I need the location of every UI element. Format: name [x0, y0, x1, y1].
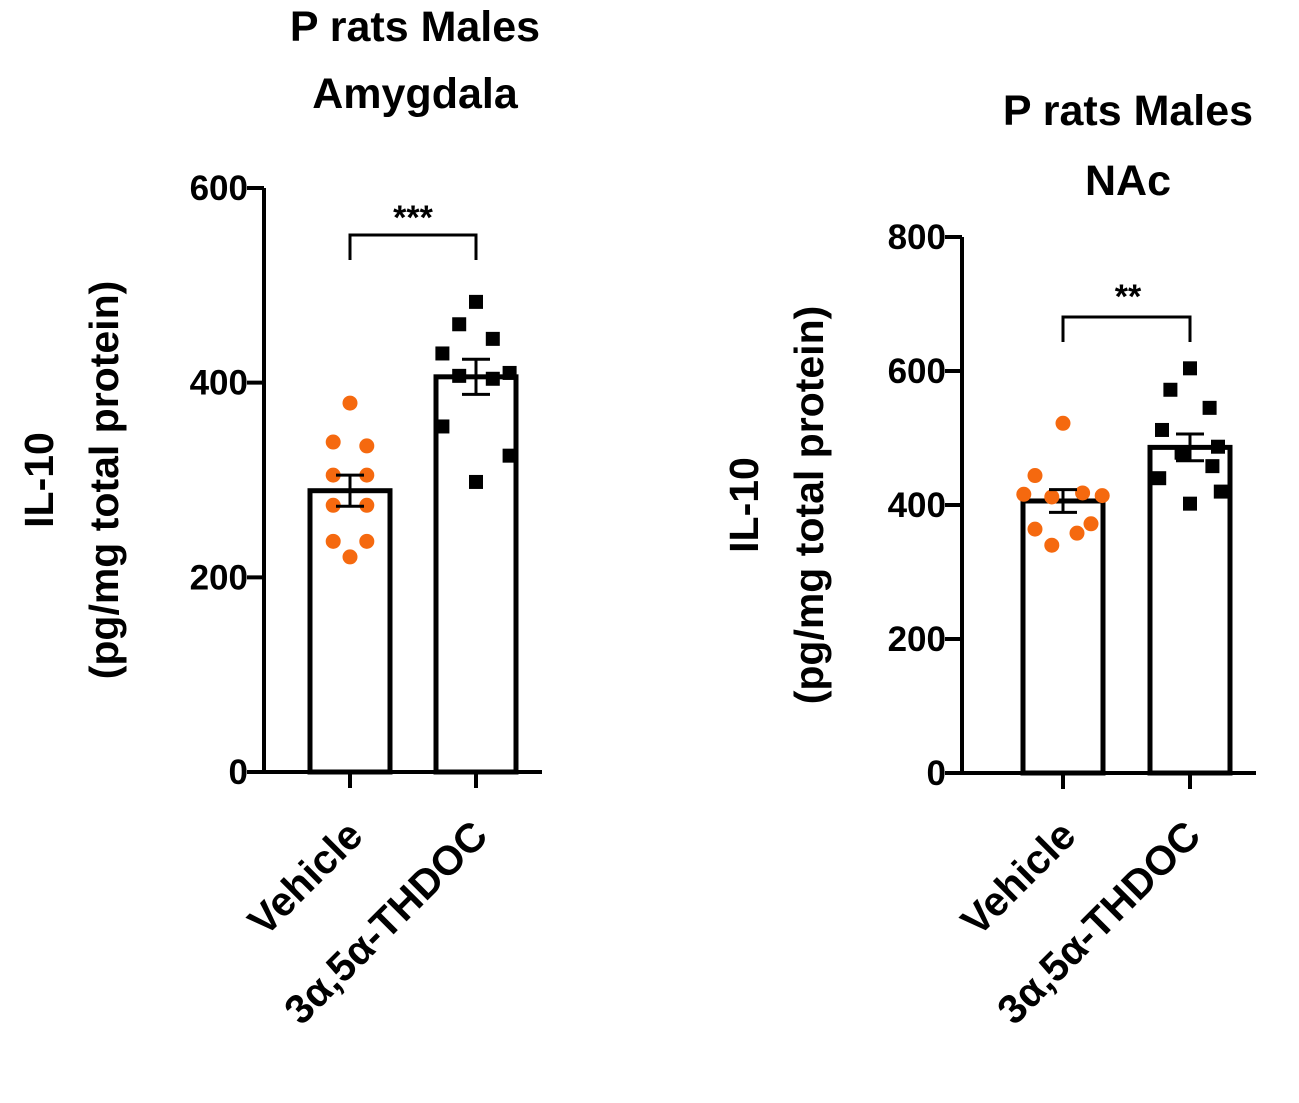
- y-tick-label: 200: [190, 558, 248, 597]
- data-point: [1205, 459, 1220, 474]
- significance-bracket: [348, 233, 478, 260]
- data-point: [1083, 516, 1099, 532]
- data-point: [502, 365, 517, 380]
- chart-panel-nac: P rats Males NAc IL-10 (pg/mg total prot…: [721, 87, 1256, 1033]
- data-point: [435, 419, 450, 434]
- data-point: [1044, 537, 1060, 553]
- chart-title-line-2: Amygdala: [312, 70, 519, 118]
- data-point: [1027, 521, 1043, 537]
- data-point: [325, 467, 341, 483]
- data-point: [1183, 361, 1197, 376]
- data-point: [1075, 485, 1091, 501]
- data-point: [469, 474, 483, 489]
- y-tick-label: 800: [888, 218, 946, 257]
- data-point: [359, 533, 375, 549]
- data-point: [1069, 525, 1085, 541]
- data-point: [1174, 445, 1189, 460]
- significance-stars: ***: [393, 199, 433, 237]
- data-point: [452, 368, 467, 383]
- y-tick-label: 0: [927, 754, 946, 793]
- y-axis-label-line-1: IL-10: [16, 432, 62, 528]
- y-tick-label: 0: [229, 753, 248, 792]
- data-point: [1016, 486, 1032, 502]
- data-point: [1183, 496, 1197, 511]
- y-axis-label-line-2: (pg/mg total protein): [786, 306, 832, 705]
- bar: [307, 488, 393, 775]
- chart-panel-amygdala: P rats Males Amygdala IL-10 (pg/mg total…: [16, 3, 542, 1033]
- data-point: [485, 371, 500, 386]
- bar: [1020, 498, 1106, 776]
- data-point: [1055, 415, 1071, 431]
- y-tick-label: 400: [888, 486, 946, 525]
- data-point: [502, 448, 517, 463]
- bar: [433, 374, 519, 775]
- significance-bracket: [1061, 315, 1192, 342]
- data-point: [1202, 400, 1217, 415]
- data-point: [359, 467, 375, 483]
- chart-title-line-1: P rats Males: [290, 3, 540, 51]
- data-point: [342, 549, 358, 565]
- data-point: [359, 438, 375, 454]
- y-axis-label-line-2: (pg/mg total protein): [81, 281, 127, 680]
- data-point: [1152, 471, 1167, 486]
- data-point: [342, 395, 358, 411]
- data-point: [359, 497, 375, 513]
- y-tick-label: 200: [888, 620, 946, 659]
- data-point: [1094, 488, 1110, 504]
- data-point: [1155, 422, 1169, 437]
- y-tick-label: 600: [190, 169, 248, 208]
- data-point: [325, 533, 341, 549]
- y-axis-label-line-1: IL-10: [721, 457, 767, 553]
- data-point: [435, 346, 450, 361]
- data-point: [1163, 382, 1178, 397]
- y-tick-label: 400: [190, 364, 248, 403]
- data-point: [1213, 484, 1228, 499]
- data-point: [452, 317, 467, 332]
- data-point: [1027, 468, 1043, 484]
- significance-stars: **: [1115, 278, 1142, 316]
- data-point: [325, 434, 341, 450]
- chart-title-line-2: NAc: [1085, 157, 1171, 205]
- data-point: [1044, 489, 1060, 505]
- data-point: [325, 497, 341, 513]
- data-point: [1211, 439, 1225, 454]
- data-point: [469, 294, 483, 309]
- y-tick-label: 600: [888, 352, 946, 391]
- data-point: [485, 331, 500, 346]
- chart-title-line-1: P rats Males: [1003, 87, 1253, 135]
